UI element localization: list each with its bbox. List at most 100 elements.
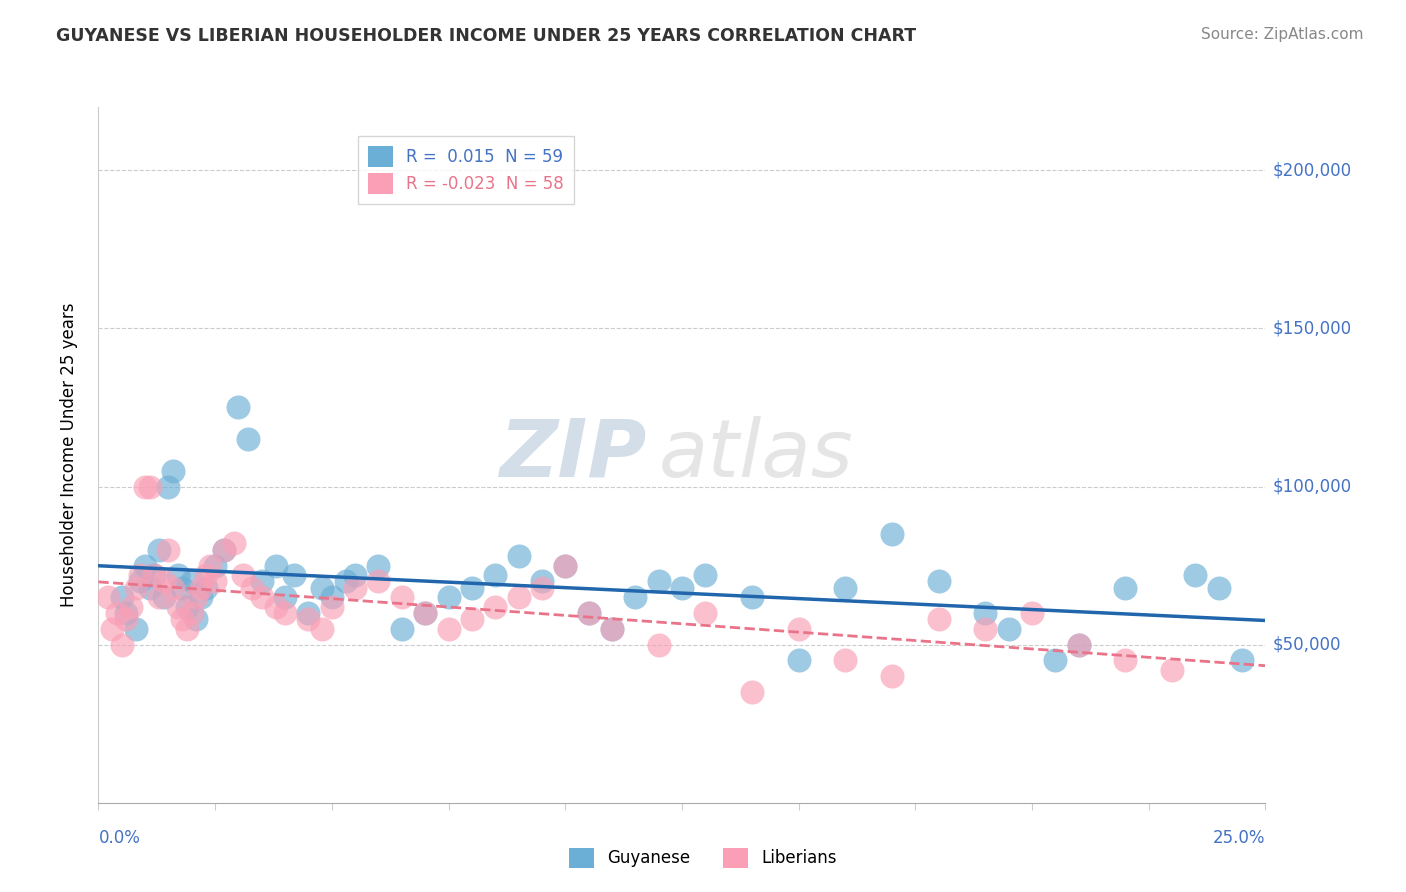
Point	[1045, 653, 1067, 667]
Point	[222, 536, 245, 550]
Point	[1161, 663, 1184, 677]
Point	[484, 568, 506, 582]
Text: $150,000: $150,000	[1272, 319, 1351, 337]
Point	[194, 581, 217, 595]
Point	[461, 612, 484, 626]
Point	[129, 574, 152, 589]
Point	[115, 606, 138, 620]
Point	[125, 622, 148, 636]
Point	[647, 638, 669, 652]
Point	[461, 581, 484, 595]
Point	[974, 622, 997, 636]
Point	[186, 591, 208, 605]
Point	[200, 558, 222, 573]
Point	[880, 527, 903, 541]
Point	[148, 542, 170, 557]
Point	[344, 581, 367, 595]
Point	[228, 401, 250, 415]
Point	[232, 568, 254, 582]
Point	[741, 591, 763, 605]
Point	[180, 606, 202, 620]
Point	[508, 549, 530, 563]
Point	[120, 599, 142, 614]
Point	[143, 568, 166, 582]
Point	[554, 558, 576, 573]
Point	[157, 542, 180, 557]
Point	[880, 669, 903, 683]
Point	[834, 581, 856, 595]
Point	[134, 479, 156, 493]
Point	[204, 574, 226, 589]
Text: GUYANESE VS LIBERIAN HOUSEHOLDER INCOME UNDER 25 YEARS CORRELATION CHART: GUYANESE VS LIBERIAN HOUSEHOLDER INCOME …	[56, 27, 917, 45]
Point	[264, 599, 287, 614]
Point	[162, 581, 184, 595]
Point	[139, 581, 162, 595]
Point	[928, 574, 950, 589]
Point	[204, 558, 226, 573]
Point	[152, 591, 174, 605]
Point	[172, 612, 194, 626]
Point	[115, 612, 138, 626]
Text: Source: ZipAtlas.com: Source: ZipAtlas.com	[1201, 27, 1364, 42]
Point	[413, 606, 436, 620]
Point	[974, 606, 997, 620]
Point	[695, 606, 717, 620]
Point	[530, 581, 553, 595]
Point	[1208, 581, 1230, 595]
Point	[264, 558, 287, 573]
Point	[367, 574, 389, 589]
Point	[129, 568, 152, 582]
Point	[274, 591, 297, 605]
Point	[321, 591, 343, 605]
Point	[367, 558, 389, 573]
Point	[97, 591, 120, 605]
Point	[311, 581, 333, 595]
Point	[242, 581, 264, 595]
Point	[111, 638, 134, 652]
Point	[1067, 638, 1090, 652]
Point	[166, 568, 188, 582]
Text: atlas: atlas	[658, 416, 853, 494]
Point	[125, 581, 148, 595]
Point	[166, 599, 188, 614]
Point	[554, 558, 576, 573]
Point	[1021, 606, 1043, 620]
Point	[190, 591, 212, 605]
Point	[148, 591, 170, 605]
Point	[214, 542, 236, 557]
Point	[214, 542, 236, 557]
Point	[1184, 568, 1206, 582]
Point	[997, 622, 1019, 636]
Text: 0.0%: 0.0%	[98, 830, 141, 847]
Point	[111, 591, 134, 605]
Point	[578, 606, 600, 620]
Legend: R =  0.015  N = 59, R = -0.023  N = 58: R = 0.015 N = 59, R = -0.023 N = 58	[359, 136, 574, 203]
Point	[695, 568, 717, 582]
Point	[508, 591, 530, 605]
Point	[787, 622, 810, 636]
Point	[834, 653, 856, 667]
Point	[172, 581, 194, 595]
Point	[250, 574, 273, 589]
Point	[1067, 638, 1090, 652]
Point	[437, 591, 460, 605]
Point	[101, 622, 124, 636]
Point	[647, 574, 669, 589]
Point	[413, 606, 436, 620]
Point	[600, 622, 623, 636]
Point	[600, 622, 623, 636]
Point	[671, 581, 693, 595]
Point	[105, 606, 128, 620]
Point	[283, 568, 305, 582]
Point	[335, 574, 357, 589]
Point	[180, 574, 202, 589]
Point	[162, 464, 184, 478]
Point	[928, 612, 950, 626]
Point	[321, 599, 343, 614]
Point	[1230, 653, 1253, 667]
Point	[484, 599, 506, 614]
Point	[250, 591, 273, 605]
Point	[787, 653, 810, 667]
Y-axis label: Householder Income Under 25 years: Householder Income Under 25 years	[59, 302, 77, 607]
Text: ZIP: ZIP	[499, 416, 647, 494]
